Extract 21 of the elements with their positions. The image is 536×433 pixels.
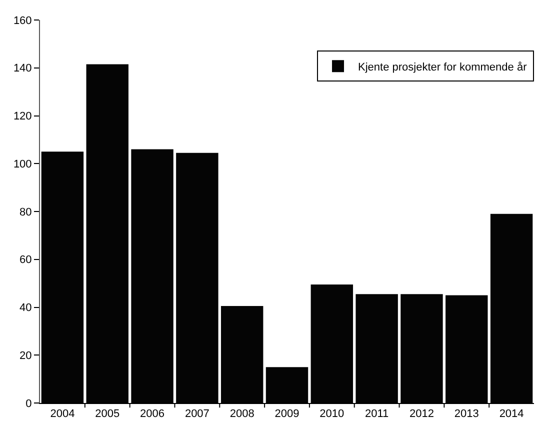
y-tick-label: 140 [13, 62, 32, 75]
x-tick-label: 2008 [230, 408, 254, 420]
y-tick-label: 120 [13, 110, 32, 123]
y-tick-label: 40 [20, 302, 32, 314]
x-tick-label: 2009 [274, 408, 300, 420]
x-tick-label: 2013 [454, 408, 479, 420]
x-tick-label: 2010 [320, 408, 344, 420]
x-tick-label: 2011 [364, 408, 389, 420]
y-tick-label: 160 [13, 14, 32, 27]
y-tick-label: 100 [13, 158, 32, 170]
x-tick-label: 2006 [140, 408, 165, 420]
x-tick-label: 2012 [409, 408, 434, 420]
y-tick-label: 20 [20, 350, 32, 362]
legend-label: Kjente prosjekter for kommende år [358, 61, 528, 74]
x-tick-label: 2004 [50, 408, 75, 420]
y-tick-label: 80 [20, 206, 32, 218]
x-tick-label: 2014 [499, 408, 524, 420]
y-tick-label: 60 [20, 254, 32, 266]
x-tick-label: 2005 [95, 408, 120, 420]
x-tick-label: 2007 [184, 408, 210, 420]
y-tick-label: 0 [26, 398, 32, 410]
